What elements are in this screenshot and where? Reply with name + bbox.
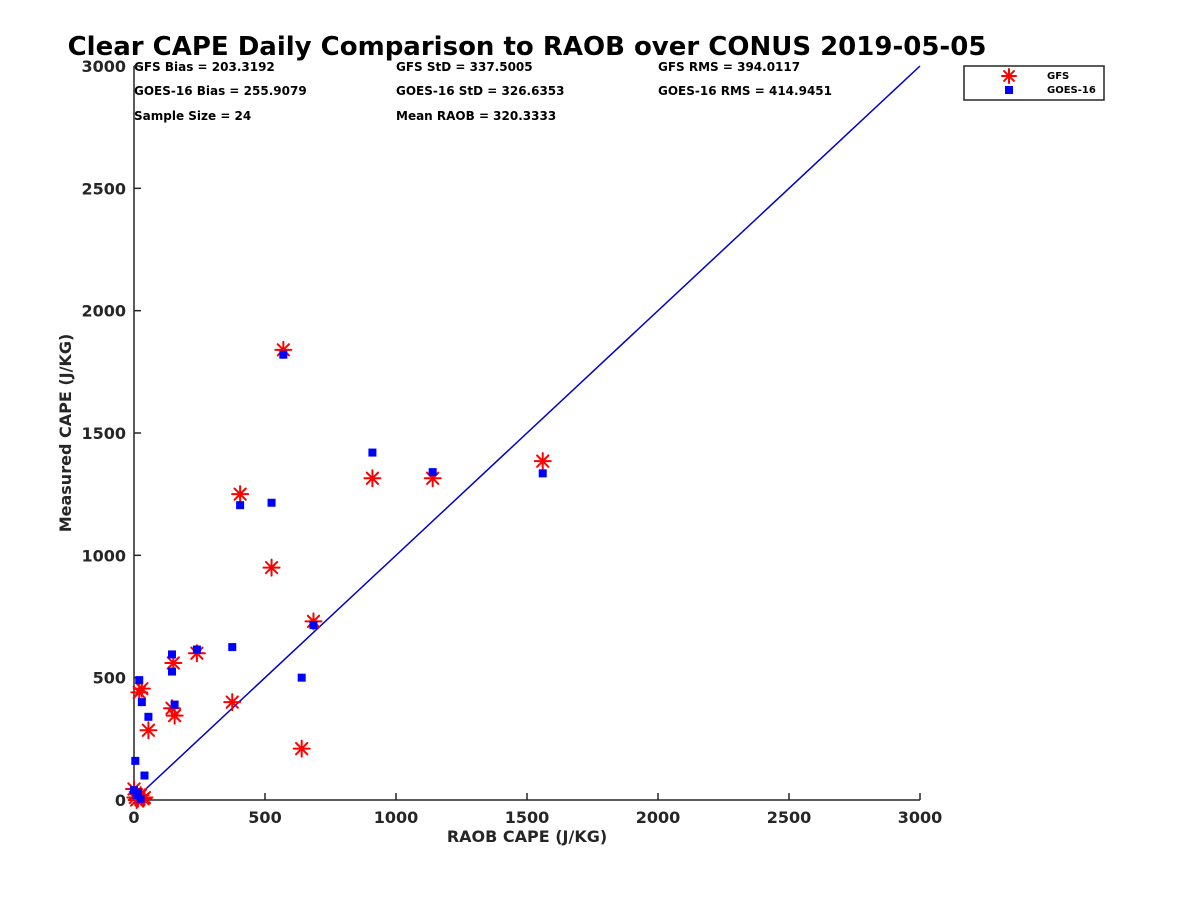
legend-goes16-marker xyxy=(1005,86,1013,94)
goes16-point xyxy=(297,673,306,682)
goes16-point xyxy=(140,771,149,780)
y-tick-label: 3000 xyxy=(81,57,126,76)
gfs-point xyxy=(533,452,552,471)
x-tick-label: 0 xyxy=(128,808,139,827)
stat-text: GFS RMS = 394.0117 xyxy=(658,60,800,74)
one-to-one-line xyxy=(133,65,921,801)
goes16-point xyxy=(309,621,318,630)
chart-title: Clear CAPE Daily Comparison to RAOB over… xyxy=(68,32,987,62)
x-tick-label: 1000 xyxy=(374,808,419,827)
goes16-point xyxy=(428,468,437,477)
goes16-point xyxy=(131,756,140,765)
goes16-point xyxy=(167,667,176,676)
stats-annotations: GFS Bias = 203.3192 GFS StD = 337.5005 GFS… xyxy=(134,60,832,123)
legend-box xyxy=(963,65,1105,101)
y-tick-label: 2000 xyxy=(81,302,126,321)
stat-text: GOES-16 StD = 326.6353 xyxy=(396,84,565,98)
y-tick-label: 0 xyxy=(115,791,126,810)
goes16-point xyxy=(167,650,176,659)
x-tick-label: 2000 xyxy=(636,808,681,827)
legend: GFS GOES-16 xyxy=(963,65,1105,101)
stat-text: Sample Size = 24 xyxy=(134,109,251,123)
x-axis-label: RAOB CAPE (J/KG) xyxy=(447,827,607,846)
series-goes16 xyxy=(130,350,547,803)
x-ticks: 0 500 1000 1500 2000 2500 3000 xyxy=(128,793,942,827)
legend-goes16-label: GOES-16 xyxy=(1047,85,1096,96)
y-axis-label: Measured CAPE (J/KG) xyxy=(56,334,75,533)
legend-gfs-marker xyxy=(1001,68,1017,84)
goes16-point xyxy=(170,700,179,709)
x-tick-label: 1500 xyxy=(505,808,550,827)
y-tick-label: 1000 xyxy=(81,546,126,565)
goes16-point xyxy=(133,788,142,797)
y-tick-label: 2500 xyxy=(81,179,126,198)
x-tick-label: 2500 xyxy=(767,808,812,827)
y-ticks: 0 500 1000 1500 2000 2500 3000 xyxy=(81,57,141,810)
stat-text: GOES-16 RMS = 414.9451 xyxy=(658,84,832,98)
legend-gfs-label: GFS xyxy=(1047,71,1069,82)
x-tick-label: 500 xyxy=(248,808,281,827)
y-tick-label: 1500 xyxy=(81,424,126,443)
goes16-point xyxy=(267,498,276,507)
gfs-point xyxy=(223,693,242,712)
x-tick-label: 3000 xyxy=(898,808,943,827)
goes16-point xyxy=(228,643,237,652)
series-gfs xyxy=(125,340,552,809)
gfs-point xyxy=(363,469,382,488)
goes16-point xyxy=(236,501,245,510)
gfs-point xyxy=(292,739,311,758)
goes16-point xyxy=(192,645,201,654)
stat-text: GFS Bias = 203.3192 xyxy=(134,60,275,74)
stat-text: GFS StD = 337.5005 xyxy=(396,60,533,74)
legend-gfs-asterisk xyxy=(1001,68,1017,84)
gfs-point xyxy=(231,485,250,504)
stat-text: Mean RAOB = 320.3333 xyxy=(396,109,556,123)
goes16-point xyxy=(135,676,144,685)
stat-text: GOES-16 Bias = 255.9079 xyxy=(134,84,307,98)
goes16-point xyxy=(136,794,145,803)
gfs-point xyxy=(165,706,184,725)
goes16-point xyxy=(144,712,153,721)
y-tick-label: 500 xyxy=(93,669,126,688)
goes16-point xyxy=(279,350,288,359)
goes16-point xyxy=(368,448,377,457)
goes16-point xyxy=(137,698,146,707)
gfs-point xyxy=(139,721,158,740)
gfs-point xyxy=(262,558,281,577)
goes16-point xyxy=(538,469,547,478)
